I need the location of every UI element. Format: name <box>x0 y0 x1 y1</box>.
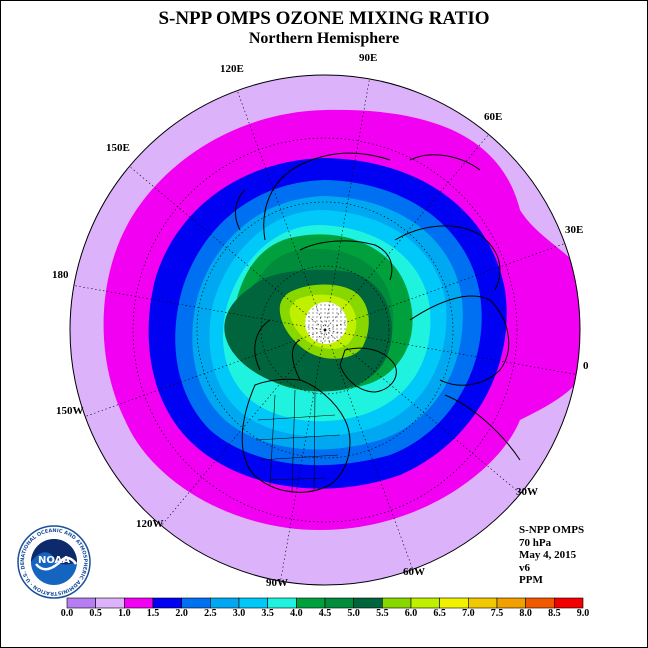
colorbar-segment <box>353 597 383 609</box>
colorbar-segment <box>66 597 96 609</box>
colorbar-tick-label: 8.0 <box>519 608 532 619</box>
colorbar-tick-label: 4.5 <box>318 608 332 619</box>
colorbar-tick-label: 8.5 <box>548 608 561 619</box>
colorbar-segment <box>324 597 354 609</box>
info-level: 70 hPa <box>519 536 552 549</box>
lon-label-120w: 120W <box>136 518 164 530</box>
colorbar-tick-label: 1.5 <box>146 608 160 619</box>
us-states <box>255 389 341 493</box>
colorbar-segment <box>496 597 526 609</box>
colorbar-tick-label: 6.5 <box>433 608 446 619</box>
colorbar-tick-label: 2.5 <box>204 608 217 619</box>
lon-label-150e: 150E <box>106 142 130 154</box>
lon-label-150w: 150W <box>56 405 84 417</box>
lon-label-120e: 120E <box>220 63 244 75</box>
colorbar-tick-label: 0.5 <box>89 608 102 619</box>
lon-label-30e: 30E <box>565 224 584 236</box>
colorbar-segment <box>210 597 240 609</box>
lon-label-180: 180 <box>52 269 69 281</box>
coastlines <box>234 152 521 493</box>
lon-label-0: 0 <box>583 360 589 372</box>
colorbar-tick-label: 4.0 <box>290 608 303 619</box>
lon-label-90e: 90E <box>359 52 378 64</box>
colorbar-segment <box>525 597 555 609</box>
colorbar-segment <box>439 597 469 609</box>
info-date: May 4, 2015 <box>519 549 577 561</box>
lon-label-30w: 30W <box>516 486 538 498</box>
lon-label-60w: 60W <box>403 566 425 578</box>
colorbar-tick-label: 2.0 <box>175 608 188 619</box>
colorbar-tick-label: 5.5 <box>376 608 389 619</box>
colorbar-segment <box>95 597 125 609</box>
colorbar-tick-label: 1.0 <box>118 608 131 619</box>
figure-title: S-NPP OMPS OZONE MIXING RATIO <box>158 8 490 29</box>
info-instrument: S-NPP OMPS <box>519 524 585 536</box>
colorbar-tick-label: 7.5 <box>490 608 504 619</box>
colorbar-tick-label: 3.5 <box>261 608 274 619</box>
colorbar-tick-label: 9.0 <box>576 608 590 619</box>
polar-ozone-map <box>69 74 581 586</box>
colorbar-tick-label: 0.0 <box>60 608 74 619</box>
info-units: PPM <box>519 574 543 586</box>
figure-subtitle: Northern Hemisphere <box>248 30 400 47</box>
colorbar-segment <box>296 597 326 609</box>
svg-text:NOAA: NOAA <box>38 555 70 566</box>
lon-label-90w: 90W <box>266 577 288 589</box>
colorbar-segment <box>181 597 211 609</box>
no-data-pole <box>305 302 347 344</box>
noaa-logo: NATIONAL OCEANIC AND ATMOSPHERIC ADMINIS… <box>16 524 91 599</box>
lon-label-60e: 60E <box>484 111 503 123</box>
colorbar-tick-label: 7.0 <box>462 608 475 619</box>
colorbar-segment <box>410 597 440 609</box>
info-block: S-NPP OMPS 70 hPa May 4, 2015 v6 PPM <box>519 524 584 587</box>
graticule <box>70 75 580 585</box>
colorbar-segment <box>554 597 584 609</box>
colorbar-tick-label: 6.0 <box>404 608 418 619</box>
colorbar-segment <box>124 597 154 609</box>
colorbar-tick-label: 5.0 <box>347 608 360 619</box>
colorbar-segment <box>267 597 297 609</box>
info-version: v6 <box>519 561 530 574</box>
colorbar <box>66 597 584 609</box>
colorbar-segment <box>468 597 498 609</box>
colorbar-tick-label: 3.0 <box>232 608 246 619</box>
map-disk-border <box>69 74 581 586</box>
colorbar-segment <box>238 597 268 609</box>
colorbar-segment <box>152 597 182 609</box>
colorbar-segment <box>382 597 412 609</box>
